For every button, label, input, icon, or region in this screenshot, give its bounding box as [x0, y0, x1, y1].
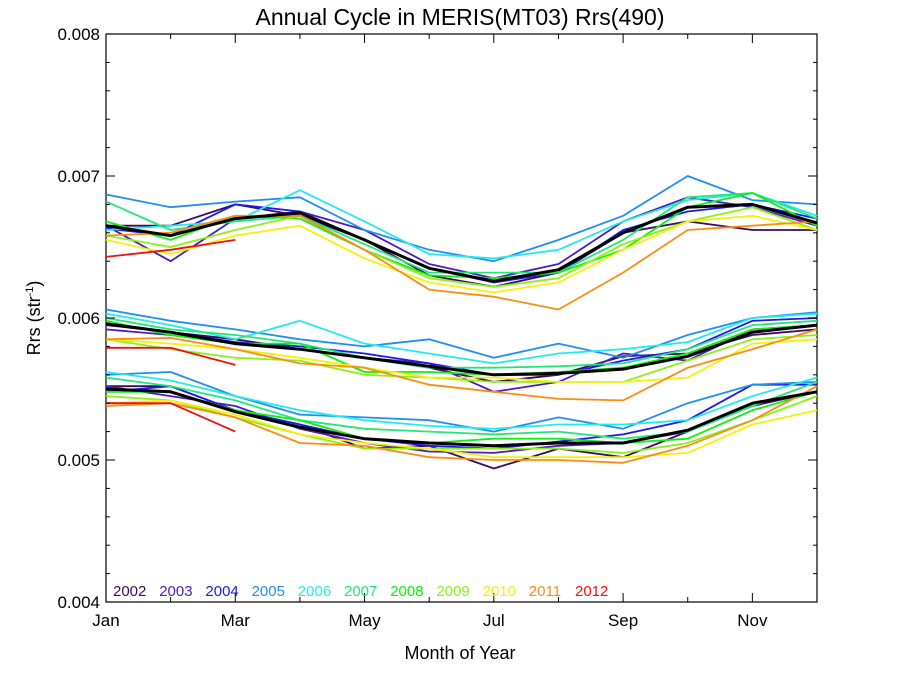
series-line-2012-upper [105, 239, 236, 258]
series-line-2009-upper [105, 206, 818, 288]
y-axis-label-sup: -1 [24, 287, 36, 297]
legend-entry-2004: 2004 [205, 583, 238, 600]
legend-entry-2008: 2008 [390, 583, 423, 600]
series-line-2007-middle [105, 317, 818, 369]
series-line-2009-middle [105, 334, 818, 383]
legend-entry-2005: 2005 [252, 583, 285, 600]
series-line-2008-upper [105, 192, 818, 280]
series-line-2006-middle [105, 312, 818, 365]
series-line-2006-lower [105, 371, 818, 430]
x-tick-label: Sep [608, 611, 638, 630]
x-tick-label: Nov [737, 611, 768, 630]
legend-entry-2003: 2003 [159, 583, 192, 600]
series-line-2010-upper [105, 214, 818, 294]
x-axis-label: Month of Year [404, 643, 515, 663]
legend: 2002 2003 2004 2005 2006 2007 2008 2009 2010 2011… [113, 583, 608, 600]
series-line-2011-upper [105, 214, 818, 311]
series-line-2012-middle [106, 346, 236, 366]
series-line-2010-lower [105, 399, 818, 459]
x-tick-label: Mar [221, 611, 251, 630]
y-axis-label: Rrs (str-1) [24, 281, 44, 356]
y-tick-label: 0.008 [57, 25, 100, 44]
series-line-2012-lower [106, 402, 236, 433]
series-line-2011-lower [105, 385, 818, 464]
y-tick-label: 0.007 [57, 167, 100, 186]
legend-entry-2012: 2012 [575, 583, 608, 600]
series-line-2005-middle [105, 308, 818, 359]
y-axis: 0.004 0.005 0.006 0.007 0.008 [57, 25, 817, 612]
legend-entry-2011: 2011 [529, 583, 561, 600]
legend-entry-2010: 2010 [483, 583, 516, 600]
mean-layer [105, 202, 818, 448]
series-line-2007-lower [105, 376, 818, 440]
y-tick-label: 0.006 [57, 309, 100, 328]
y-axis-label-main: Rrs (str [24, 296, 44, 355]
y-axis-label-close: ) [24, 281, 44, 287]
series-line-2011-middle [105, 328, 818, 402]
mean-line-lower [105, 387, 818, 448]
x-tick-label: May [348, 611, 381, 630]
series-line-2010-middle [105, 338, 818, 383]
legend-entry-2006: 2006 [298, 583, 331, 600]
legend-entry-2009: 2009 [436, 583, 469, 600]
y-tick-label: 0.004 [57, 593, 100, 612]
series-line-2002-upper [106, 203, 817, 288]
mean-line-upper [105, 202, 818, 283]
x-axis: Jan Mar May Jul Sep Nov [92, 34, 818, 630]
series-line-2005-lower [105, 371, 818, 433]
x-tick-label: Jul [483, 611, 505, 630]
legend-entry-2002: 2002 [113, 583, 146, 600]
y-tick-label: 0.005 [57, 451, 100, 470]
legend-entry-2007: 2007 [344, 583, 377, 600]
mean-line-middle [105, 322, 818, 377]
chart-title: Annual Cycle in MERIS(MT03) Rrs(490) [255, 4, 664, 30]
x-tick-label: Jan [92, 611, 119, 630]
